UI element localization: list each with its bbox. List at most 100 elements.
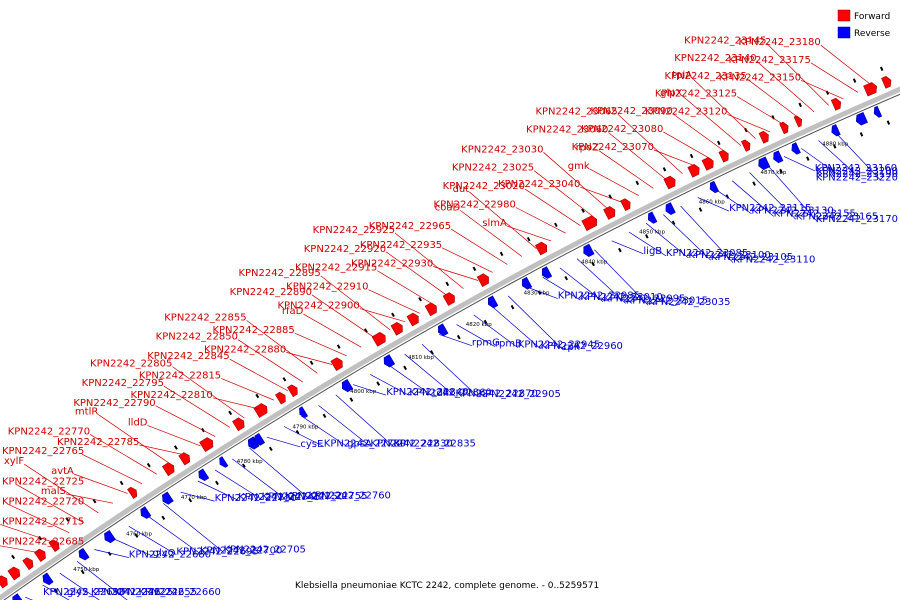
feature-marker	[322, 413, 327, 419]
legend-reverse-swatch	[837, 26, 851, 39]
label-leader-line	[214, 469, 262, 500]
forward-gene-arrow	[0, 575, 8, 589]
label-leader-line	[283, 426, 324, 447]
label-leader-line	[89, 434, 157, 475]
forward-gene-label: KPN2242_23125	[655, 89, 737, 100]
forward-gene-arrow	[275, 391, 286, 405]
forward-gene-label: KPN2242_23120	[645, 106, 727, 117]
label-leader-line	[628, 231, 667, 257]
feature-marker	[119, 480, 124, 486]
label-leader-line	[246, 320, 318, 374]
feature-marker	[662, 167, 667, 172]
reverse-gene-label: KPN2242_22760	[309, 490, 391, 501]
reverse-gene-label: KPN2242_22830	[370, 439, 452, 450]
feature-marker	[282, 377, 287, 382]
forward-gene-arrow	[178, 452, 191, 466]
forward-gene-label: KPN2242_22850	[156, 332, 238, 343]
label-leader-line	[598, 150, 654, 189]
label-leader-line	[352, 384, 387, 396]
label-leader-line	[810, 62, 858, 93]
reverse-gene-arrow	[873, 105, 883, 118]
feature-marker	[581, 208, 585, 213]
reverse-gene-arrow	[758, 156, 771, 171]
label-leader-line	[580, 186, 625, 204]
label-leader-line	[266, 436, 301, 448]
reverse-gene-label: KPN2242_22870	[456, 389, 538, 400]
feature-marker	[456, 334, 461, 340]
reverse-gene-label: KPN2242_22755	[285, 491, 367, 502]
feature-marker	[645, 234, 649, 239]
label-leader-line	[756, 60, 815, 113]
label-leader-line	[439, 334, 473, 347]
forward-gene-label: KPN2242_22765	[2, 446, 84, 457]
reverse-gene-label: KPN2242_23190	[816, 169, 898, 180]
forward-gene-arrow	[603, 206, 616, 220]
label-leader-line	[73, 473, 128, 494]
forward-gene-arrow	[390, 321, 403, 336]
reverse-gene-label: rph	[563, 342, 580, 353]
forward-gene-arrow	[127, 486, 138, 499]
label-leader-line	[303, 313, 362, 348]
label-leader-line	[139, 444, 187, 456]
reverse-gene-label: glyS	[67, 587, 88, 598]
forward-gene-arrow	[199, 437, 214, 453]
label-leader-line	[820, 44, 873, 87]
forward-gene-arrow	[48, 539, 60, 552]
label-leader-line	[732, 180, 774, 217]
forward-gene-arrow	[881, 75, 892, 89]
forward-gene-arrow	[863, 82, 877, 97]
forward-gene-label: slmA	[482, 218, 507, 229]
scale-tick-label: 4760 kbp	[126, 531, 152, 537]
forward-gene-label: KPN2242_22815	[139, 370, 221, 381]
label-leader-line	[672, 113, 727, 153]
scale-ticks: 4750 kbp 4760 kbp 4770 kbp 4780 kbp 4790 kbp…	[73, 141, 848, 573]
forward-gene-arrow	[442, 292, 455, 306]
label-leader-line	[335, 394, 394, 447]
feature-marker	[472, 266, 477, 272]
reverse-gene-arrow	[438, 323, 449, 337]
label-lines	[0, 43, 882, 600]
forward-gene-label: KPN2242_22910	[286, 282, 368, 293]
reverse-gene-label: KPN2242_22700	[200, 546, 282, 557]
feature-marker	[698, 207, 703, 212]
forward-gene-label: KPN2242_22810	[130, 390, 212, 401]
label-leader-line	[147, 425, 201, 447]
forward-gene-label: xylF	[4, 456, 25, 467]
label-leader-line	[65, 493, 114, 504]
forward-gene-arrow	[22, 557, 34, 570]
feature-marker	[591, 261, 595, 267]
reverse-gene-label: KPN2242_23220	[816, 173, 898, 184]
feature-marker	[376, 381, 381, 386]
label-leader-line	[559, 267, 604, 302]
label-leader-line	[111, 537, 153, 557]
label-leader-line	[94, 549, 129, 558]
reverse-gene-label: KPN2242_22780	[324, 439, 406, 450]
feature-marker	[752, 181, 756, 186]
forward-gene-arrow	[7, 566, 21, 581]
forward-gene-label: KPN2242_22935	[360, 240, 442, 251]
label-leader-line	[81, 453, 143, 485]
forward-gene-label: KPN2242_22785	[57, 437, 139, 448]
backbone-outer	[3, 93, 900, 600]
feature-marker	[188, 497, 193, 503]
reverse-gene-arrow	[299, 406, 309, 418]
label-leader-line	[533, 170, 596, 219]
reverse-gene-label: KPN2242_22705	[224, 544, 306, 555]
reverse-gene-arrow	[665, 202, 676, 215]
feature-marker	[886, 120, 891, 125]
forward-gene-arrow	[535, 241, 548, 256]
reverse-gene-label: KPN2242_23100	[688, 250, 770, 261]
label-leader-line	[155, 405, 216, 437]
forward-gene-label: KPN2242_23080	[581, 124, 663, 135]
forward-gene-label: KPN2242_22720	[2, 496, 84, 507]
forward-gene-arrow	[424, 302, 437, 317]
label-leader-line	[737, 96, 785, 126]
feature-marker	[717, 140, 721, 146]
label-leader-line	[525, 286, 558, 299]
label-leader-line	[714, 188, 752, 214]
forward-gene-arrow	[406, 312, 419, 327]
feature-marker	[295, 429, 300, 435]
label-leader-line	[311, 294, 376, 339]
reverse-gene-label: KPN2242_23200	[816, 166, 898, 177]
label-leader-line	[473, 314, 519, 348]
